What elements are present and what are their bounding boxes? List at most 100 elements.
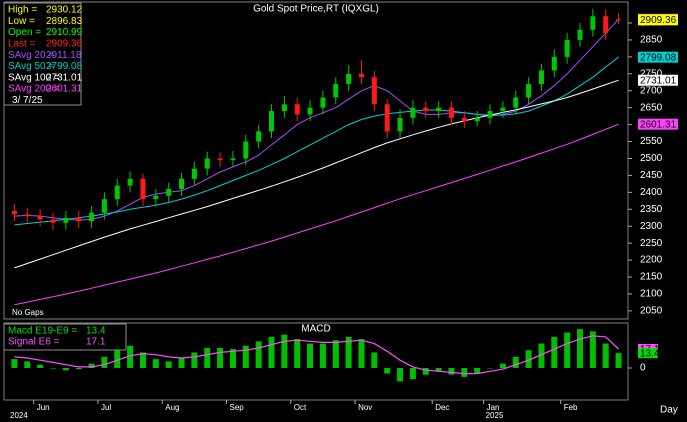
legend-label: SAvg 20 = xyxy=(8,50,54,61)
legend-value: 17.1 xyxy=(86,337,106,348)
macd-title: MACD xyxy=(301,324,330,335)
candle-body xyxy=(76,217,82,222)
macd-bar xyxy=(409,368,416,380)
candle-body xyxy=(603,16,609,34)
legend xyxy=(3,2,82,106)
candle-body xyxy=(346,73,352,84)
value-box xyxy=(638,14,678,26)
y-tick-label: 2650 xyxy=(640,102,663,113)
note: No Gaps xyxy=(12,308,44,317)
signal-line xyxy=(14,335,620,375)
macd-bar xyxy=(307,343,314,368)
macd-bar xyxy=(332,340,339,368)
chart-title: Gold Spot Price,RT (IQXGL) xyxy=(253,4,379,15)
macd-bar xyxy=(62,368,69,371)
candle-body xyxy=(63,217,69,223)
candle-body xyxy=(538,70,544,84)
legend-label: Macd E19-E9 = xyxy=(8,326,77,337)
macd-bar xyxy=(268,336,275,368)
legend-label: Last = xyxy=(8,39,36,50)
x-tick-label: Jul xyxy=(101,403,111,412)
y-tick-label: 2450 xyxy=(640,170,663,181)
macd-bar xyxy=(114,350,121,368)
candle-body xyxy=(127,178,133,186)
candle-body xyxy=(448,107,454,118)
value-box-label: 2799.08 xyxy=(640,52,677,63)
legend-label: SAvg 100 = xyxy=(8,72,60,83)
candle-body xyxy=(281,104,287,112)
candle-body xyxy=(423,107,429,112)
legend-value: 2909.36 xyxy=(46,39,83,50)
candle-body xyxy=(140,178,146,200)
y-tick-label: 2700 xyxy=(640,85,663,96)
candle-body xyxy=(50,219,56,223)
macd-bar xyxy=(448,368,455,375)
x-tick-label: Sep xyxy=(230,403,245,412)
legend-value: 2910.99 xyxy=(46,27,83,38)
x-tick-label: Feb xyxy=(564,403,578,412)
macd-bar xyxy=(165,361,172,368)
candle-body xyxy=(526,83,532,98)
candle-body xyxy=(24,214,30,217)
macd-bar xyxy=(461,368,468,377)
macd-bar xyxy=(397,368,404,382)
y-tick-label: 0 xyxy=(640,363,646,374)
value-box xyxy=(638,74,678,86)
macd-bar xyxy=(319,343,326,368)
candle-body xyxy=(217,158,223,161)
legend-value: 2799.08 xyxy=(46,61,83,72)
candle-body xyxy=(230,158,236,161)
candle-body xyxy=(269,111,275,132)
macd-bar xyxy=(538,343,545,368)
y-tick-label: 2400 xyxy=(640,187,663,198)
legend-value: 2731.01 xyxy=(46,72,83,83)
candle-body xyxy=(333,83,339,98)
candle-body xyxy=(179,178,185,189)
macd-bar xyxy=(75,368,82,370)
legend-label: Signal E6 = xyxy=(8,337,60,348)
candle-body xyxy=(11,210,17,215)
macd-bar xyxy=(49,368,56,369)
candle-body xyxy=(616,19,622,21)
candle-body xyxy=(358,73,364,78)
year-label: 2025 xyxy=(486,411,504,420)
value-box xyxy=(638,348,658,359)
value-box-label: 2731.01 xyxy=(640,75,677,86)
y-tick-label: 2250 xyxy=(640,238,663,249)
candle-body xyxy=(513,97,519,108)
x-unit: Day xyxy=(660,405,678,416)
y-tick-label: 2850 xyxy=(640,35,663,46)
y-tick-label: 2550 xyxy=(640,136,663,147)
value-box-label: 13.4 xyxy=(640,348,660,359)
macd-bar xyxy=(384,368,391,374)
ma-line xyxy=(14,123,619,306)
candle-body xyxy=(101,199,107,213)
macd-bar xyxy=(422,368,429,375)
macd-bar xyxy=(499,363,506,368)
macd-bar xyxy=(24,361,31,368)
y-tick-label: 2050 xyxy=(640,306,663,317)
y-tick-label: 2200 xyxy=(640,255,663,266)
y-tick-label: 2350 xyxy=(640,204,663,215)
candle-body xyxy=(461,117,467,122)
candle-body xyxy=(320,97,326,108)
x-tick-label: Jan xyxy=(487,403,500,412)
macd-bar xyxy=(37,364,44,368)
macd-bar xyxy=(101,356,108,368)
candle-body xyxy=(243,141,249,159)
candle-body xyxy=(294,104,300,115)
macd-bar xyxy=(204,348,211,368)
candle-body xyxy=(410,107,416,118)
year-label: 2024 xyxy=(10,411,28,420)
legend-value: 2896.83 xyxy=(46,16,83,27)
macd-bar xyxy=(281,334,288,368)
legend-box xyxy=(3,2,82,106)
legend-label: High = xyxy=(8,5,37,16)
macd-bar xyxy=(358,339,365,368)
macd-legend-box xyxy=(3,323,127,351)
legend-value: 2930.12 xyxy=(46,5,83,16)
macd-bar xyxy=(589,331,596,368)
macd-bar xyxy=(191,352,198,368)
candle-body xyxy=(564,39,570,57)
